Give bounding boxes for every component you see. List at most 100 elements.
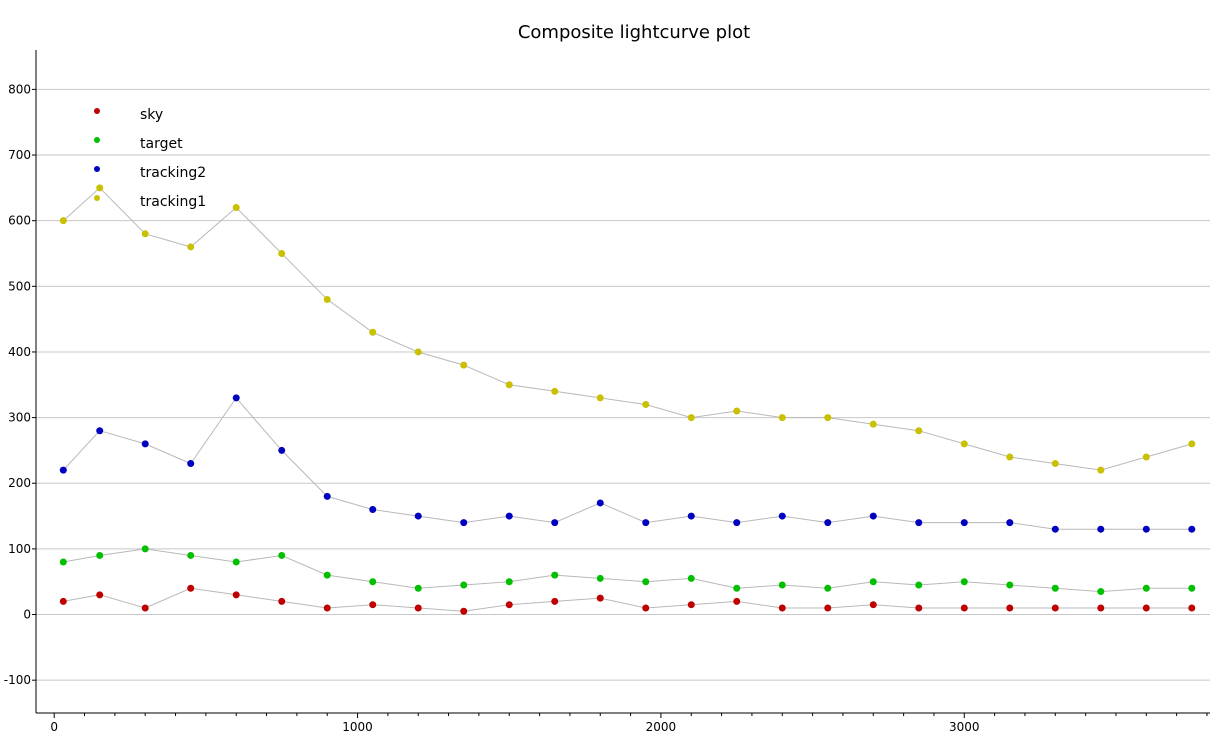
series-tracking2 xyxy=(59,394,1196,533)
point-tracking2-10 xyxy=(505,512,513,520)
y-tick-label-1: 0 xyxy=(23,608,31,622)
point-target-25 xyxy=(1188,584,1196,592)
point-tracking2-6 xyxy=(323,492,331,500)
point-sky-2 xyxy=(141,604,149,612)
point-target-10 xyxy=(505,578,513,586)
legend-marker-tracking2 xyxy=(94,166,100,172)
point-target-0 xyxy=(59,558,67,566)
point-tracking1-17 xyxy=(824,414,832,422)
point-tracking2-12 xyxy=(596,499,604,507)
point-tracking1-4 xyxy=(232,204,240,212)
point-sky-3 xyxy=(187,584,195,592)
point-sky-23 xyxy=(1097,604,1105,612)
point-sky-14 xyxy=(687,601,695,609)
legend-marker-target xyxy=(94,137,100,143)
y-tick-label-7: 600 xyxy=(8,214,31,228)
point-tracking2-4 xyxy=(232,394,240,402)
point-target-22 xyxy=(1051,584,1059,592)
point-tracking2-17 xyxy=(824,519,832,527)
point-tracking2-23 xyxy=(1097,525,1105,533)
legend-marker-tracking1 xyxy=(94,195,100,201)
point-tracking1-15 xyxy=(733,407,741,415)
point-tracking1-3 xyxy=(187,243,195,251)
y-tick-label-3: 200 xyxy=(8,476,31,490)
legend: sky target tracking2 tracking1 xyxy=(94,107,206,210)
point-tracking1-23 xyxy=(1097,466,1105,474)
point-tracking2-24 xyxy=(1142,525,1150,533)
point-tracking1-16 xyxy=(778,414,786,422)
point-target-16 xyxy=(778,581,786,589)
point-target-13 xyxy=(642,578,650,586)
point-target-21 xyxy=(1006,581,1014,589)
series-layer xyxy=(59,184,1196,615)
point-sky-16 xyxy=(778,604,786,612)
point-sky-13 xyxy=(642,604,650,612)
point-sky-1 xyxy=(96,591,104,599)
point-sky-11 xyxy=(551,597,559,605)
point-target-17 xyxy=(824,584,832,592)
point-sky-10 xyxy=(505,601,513,609)
point-target-7 xyxy=(369,578,377,586)
point-tracking2-14 xyxy=(687,512,695,520)
point-target-9 xyxy=(460,581,468,589)
point-sky-20 xyxy=(960,604,968,612)
point-target-2 xyxy=(141,545,149,553)
point-sky-4 xyxy=(232,591,240,599)
point-tracking2-22 xyxy=(1051,525,1059,533)
point-target-19 xyxy=(915,581,923,589)
point-target-18 xyxy=(869,578,877,586)
point-tracking1-6 xyxy=(323,295,331,303)
point-sky-24 xyxy=(1142,604,1150,612)
point-tracking1-22 xyxy=(1051,460,1059,468)
point-sky-9 xyxy=(460,607,468,615)
point-tracking1-10 xyxy=(505,381,513,389)
point-tracking2-5 xyxy=(278,446,286,454)
point-sky-0 xyxy=(59,597,67,605)
series-line-sky xyxy=(63,587,1192,612)
x-tick-label-1: 1000 xyxy=(342,720,373,734)
point-tracking2-1 xyxy=(96,427,104,435)
legend-label-target: target xyxy=(140,136,183,152)
point-sky-5 xyxy=(278,597,286,605)
point-tracking1-1 xyxy=(96,184,104,192)
point-sky-18 xyxy=(869,601,877,609)
point-target-14 xyxy=(687,574,695,582)
grid-layer xyxy=(36,88,1210,681)
series-tracking1 xyxy=(59,184,1196,474)
point-tracking1-18 xyxy=(869,420,877,428)
point-tracking1-12 xyxy=(596,394,604,402)
point-tracking1-11 xyxy=(551,387,559,395)
point-tracking1-8 xyxy=(414,348,422,356)
y-tick-label-9: 800 xyxy=(8,82,31,96)
point-tracking2-9 xyxy=(460,519,468,527)
point-tracking1-7 xyxy=(369,328,377,336)
point-sky-6 xyxy=(323,604,331,612)
point-tracking1-24 xyxy=(1142,453,1150,461)
point-target-12 xyxy=(596,574,604,582)
series-line-target xyxy=(63,548,1192,593)
point-tracking1-0 xyxy=(59,217,67,225)
y-tick-label-0: -100 xyxy=(4,673,31,687)
point-sky-15 xyxy=(733,597,741,605)
legend-marker-sky xyxy=(94,108,100,114)
legend-label-tracking2: tracking2 xyxy=(140,165,206,181)
point-tracking2-21 xyxy=(1006,519,1014,527)
series-line-tracking1 xyxy=(62,187,1192,471)
point-tracking2-11 xyxy=(551,519,559,527)
y-tick-label-4: 300 xyxy=(8,411,31,425)
point-sky-17 xyxy=(824,604,832,612)
point-tracking2-16 xyxy=(778,512,786,520)
point-tracking1-5 xyxy=(278,249,286,257)
point-tracking2-0 xyxy=(59,466,67,474)
series-line-tracking2 xyxy=(62,397,1192,530)
point-tracking1-20 xyxy=(960,440,968,448)
point-sky-25 xyxy=(1188,604,1196,612)
point-sky-7 xyxy=(369,601,377,609)
point-tracking2-19 xyxy=(915,519,923,527)
point-tracking2-15 xyxy=(733,519,741,527)
series-target xyxy=(59,545,1196,596)
point-tracking2-18 xyxy=(869,512,877,520)
point-target-5 xyxy=(278,551,286,559)
point-target-24 xyxy=(1142,584,1150,592)
